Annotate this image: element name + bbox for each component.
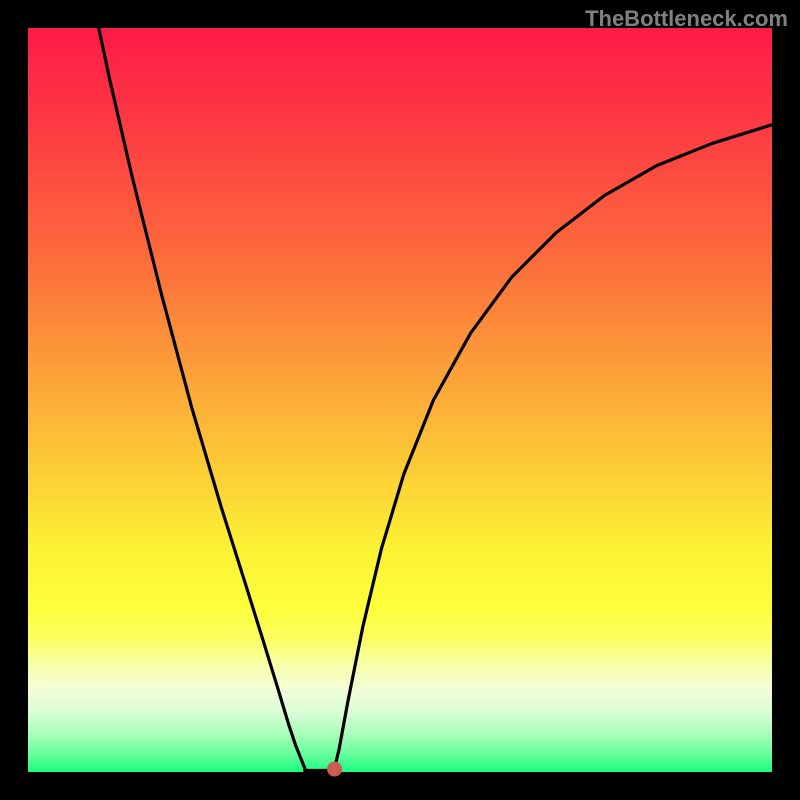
- watermark-text: TheBottleneck.com: [585, 6, 788, 32]
- optimum-marker: [327, 762, 342, 777]
- marker-layer: [0, 0, 800, 800]
- chart-stage: TheBottleneck.com: [0, 0, 800, 800]
